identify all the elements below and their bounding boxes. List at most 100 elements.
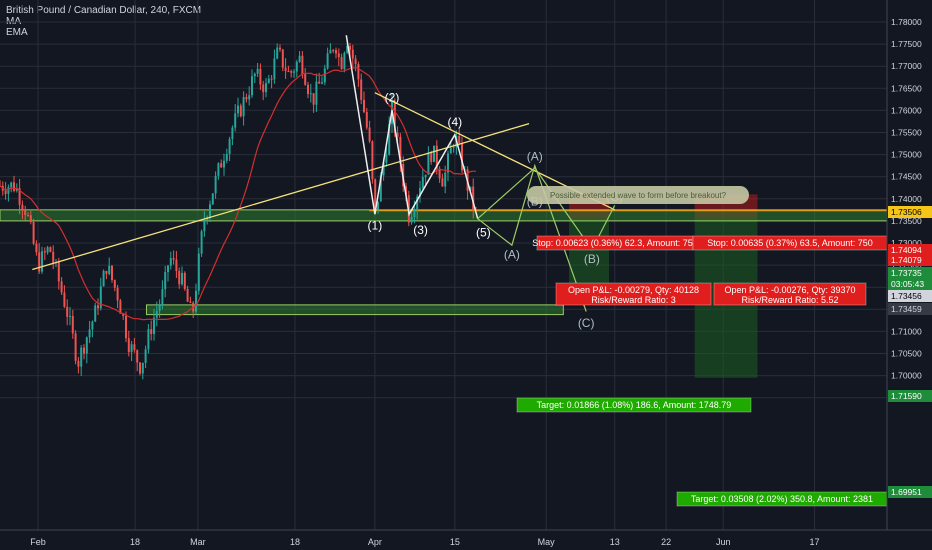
candle-body[interactable] bbox=[150, 329, 153, 334]
candle-body[interactable] bbox=[97, 305, 99, 309]
candle-body[interactable] bbox=[237, 105, 239, 114]
candle-body[interactable] bbox=[220, 163, 223, 168]
candle-body[interactable] bbox=[136, 350, 139, 363]
candle-body[interactable] bbox=[469, 186, 472, 191]
candle-body[interactable] bbox=[343, 52, 346, 70]
candle-body[interactable] bbox=[153, 317, 155, 334]
candle-body[interactable] bbox=[209, 204, 211, 218]
candle-body[interactable] bbox=[435, 145, 438, 169]
candle-body[interactable] bbox=[449, 147, 452, 154]
candle-body[interactable] bbox=[273, 58, 276, 80]
candle-body[interactable] bbox=[472, 186, 475, 210]
candle-body[interactable] bbox=[365, 112, 368, 128]
stop-label-1[interactable]: Stop: 0.00623 (0.36%) 62.3, Amount: 750 bbox=[532, 235, 698, 251]
time-axis[interactable]: Feb 18 Mar 18 Apr 15 May 13 22 Jun 17 bbox=[0, 529, 932, 550]
price-axis[interactable]: 1.78000 1.77500 1.77000 1.76500 1.76000 1.755… bbox=[886, 0, 932, 550]
candle-body[interactable] bbox=[189, 301, 192, 303]
candle-body[interactable] bbox=[133, 344, 136, 351]
candle-body[interactable] bbox=[323, 68, 326, 83]
candle-body[interactable] bbox=[388, 123, 391, 155]
candle-body[interactable] bbox=[332, 50, 335, 52]
candle-body[interactable] bbox=[167, 265, 169, 273]
candle-body[interactable] bbox=[363, 99, 365, 113]
candle-body[interactable] bbox=[374, 179, 377, 210]
candle-body[interactable] bbox=[203, 219, 206, 232]
candle-body[interactable] bbox=[251, 76, 253, 96]
candle-body[interactable] bbox=[197, 253, 200, 291]
candle-body[interactable] bbox=[329, 50, 332, 54]
candle-body[interactable] bbox=[43, 251, 46, 253]
candle-body[interactable] bbox=[405, 186, 407, 196]
candle-body[interactable] bbox=[438, 168, 441, 179]
candle-body[interactable] bbox=[461, 143, 463, 171]
candle-body[interactable] bbox=[270, 78, 273, 80]
candle-body[interactable] bbox=[91, 321, 94, 330]
candle-body[interactable] bbox=[307, 84, 309, 94]
candle-body[interactable] bbox=[4, 190, 7, 194]
candle-body[interactable] bbox=[410, 217, 413, 223]
candle-body[interactable] bbox=[430, 152, 433, 162]
candle-body[interactable] bbox=[225, 153, 228, 161]
candle-body[interactable] bbox=[447, 153, 449, 173]
candle-body[interactable] bbox=[186, 288, 189, 302]
candle-body[interactable] bbox=[111, 265, 113, 281]
candle-body[interactable] bbox=[427, 152, 430, 175]
candle-body[interactable] bbox=[357, 64, 360, 80]
candle-body[interactable] bbox=[346, 45, 349, 53]
candle-body[interactable] bbox=[231, 127, 234, 140]
candle-body[interactable] bbox=[214, 175, 217, 194]
candle-body[interactable] bbox=[416, 196, 419, 211]
candle-body[interactable] bbox=[172, 258, 175, 260]
candle-body[interactable] bbox=[113, 280, 116, 288]
candle-body[interactable] bbox=[379, 175, 382, 202]
candle-body[interactable] bbox=[139, 362, 141, 374]
candle-body[interactable] bbox=[119, 300, 122, 314]
candle-body[interactable] bbox=[88, 329, 91, 338]
candle-body[interactable] bbox=[368, 127, 371, 142]
candle-body[interactable] bbox=[27, 215, 29, 217]
candle-body[interactable] bbox=[265, 82, 267, 93]
candle-body[interactable] bbox=[245, 97, 248, 100]
candle-body[interactable] bbox=[195, 290, 197, 312]
candle-body[interactable] bbox=[475, 209, 477, 211]
candle-body[interactable] bbox=[309, 93, 312, 95]
candle-body[interactable] bbox=[301, 55, 304, 75]
candle-body[interactable] bbox=[10, 182, 13, 188]
candle-body[interactable] bbox=[298, 55, 301, 62]
candle-body[interactable] bbox=[276, 47, 279, 59]
candle-body[interactable] bbox=[248, 95, 251, 100]
candle-body[interactable] bbox=[24, 209, 27, 216]
candle-body[interactable] bbox=[144, 349, 147, 363]
candle-body[interactable] bbox=[158, 304, 161, 311]
candle-body[interactable] bbox=[15, 188, 18, 191]
candle-body[interactable] bbox=[290, 71, 293, 73]
candle-body[interactable] bbox=[85, 337, 88, 354]
candle-body[interactable] bbox=[284, 67, 287, 72]
candle-body[interactable] bbox=[211, 193, 214, 205]
candle-body[interactable] bbox=[326, 53, 329, 69]
candle-body[interactable] bbox=[155, 310, 158, 318]
candle-body[interactable] bbox=[234, 113, 237, 128]
candle-body[interactable] bbox=[433, 145, 435, 162]
candle-body[interactable] bbox=[242, 97, 245, 117]
candle-body[interactable] bbox=[29, 215, 32, 223]
stop-label-2[interactable]: Stop: 0.00635 (0.37%) 63.5, Amount: 750 bbox=[692, 235, 888, 251]
candle-body[interactable] bbox=[127, 338, 130, 353]
candle-body[interactable] bbox=[239, 105, 242, 117]
candle-body[interactable] bbox=[393, 101, 396, 134]
candle-body[interactable] bbox=[125, 315, 127, 339]
candle-body[interactable] bbox=[21, 204, 24, 210]
candle-body[interactable] bbox=[217, 163, 220, 176]
candle-body[interactable] bbox=[83, 347, 85, 354]
candle-body[interactable] bbox=[360, 79, 363, 100]
target-label-1[interactable]: Target: 0.01866 (1.08%) 186.6, Amount: 1… bbox=[516, 397, 752, 413]
candle-body[interactable] bbox=[38, 252, 41, 272]
candle-body[interactable] bbox=[419, 188, 421, 197]
candle-body[interactable] bbox=[385, 154, 388, 163]
candle-body[interactable] bbox=[452, 147, 455, 149]
candle-body[interactable] bbox=[77, 360, 80, 367]
target-label-2[interactable]: Target: 0.03508 (2.02%) 350.8, Amount: 2… bbox=[676, 491, 888, 507]
candle-body[interactable] bbox=[424, 174, 427, 178]
ema-indicator-label[interactable]: EMA bbox=[6, 27, 28, 38]
